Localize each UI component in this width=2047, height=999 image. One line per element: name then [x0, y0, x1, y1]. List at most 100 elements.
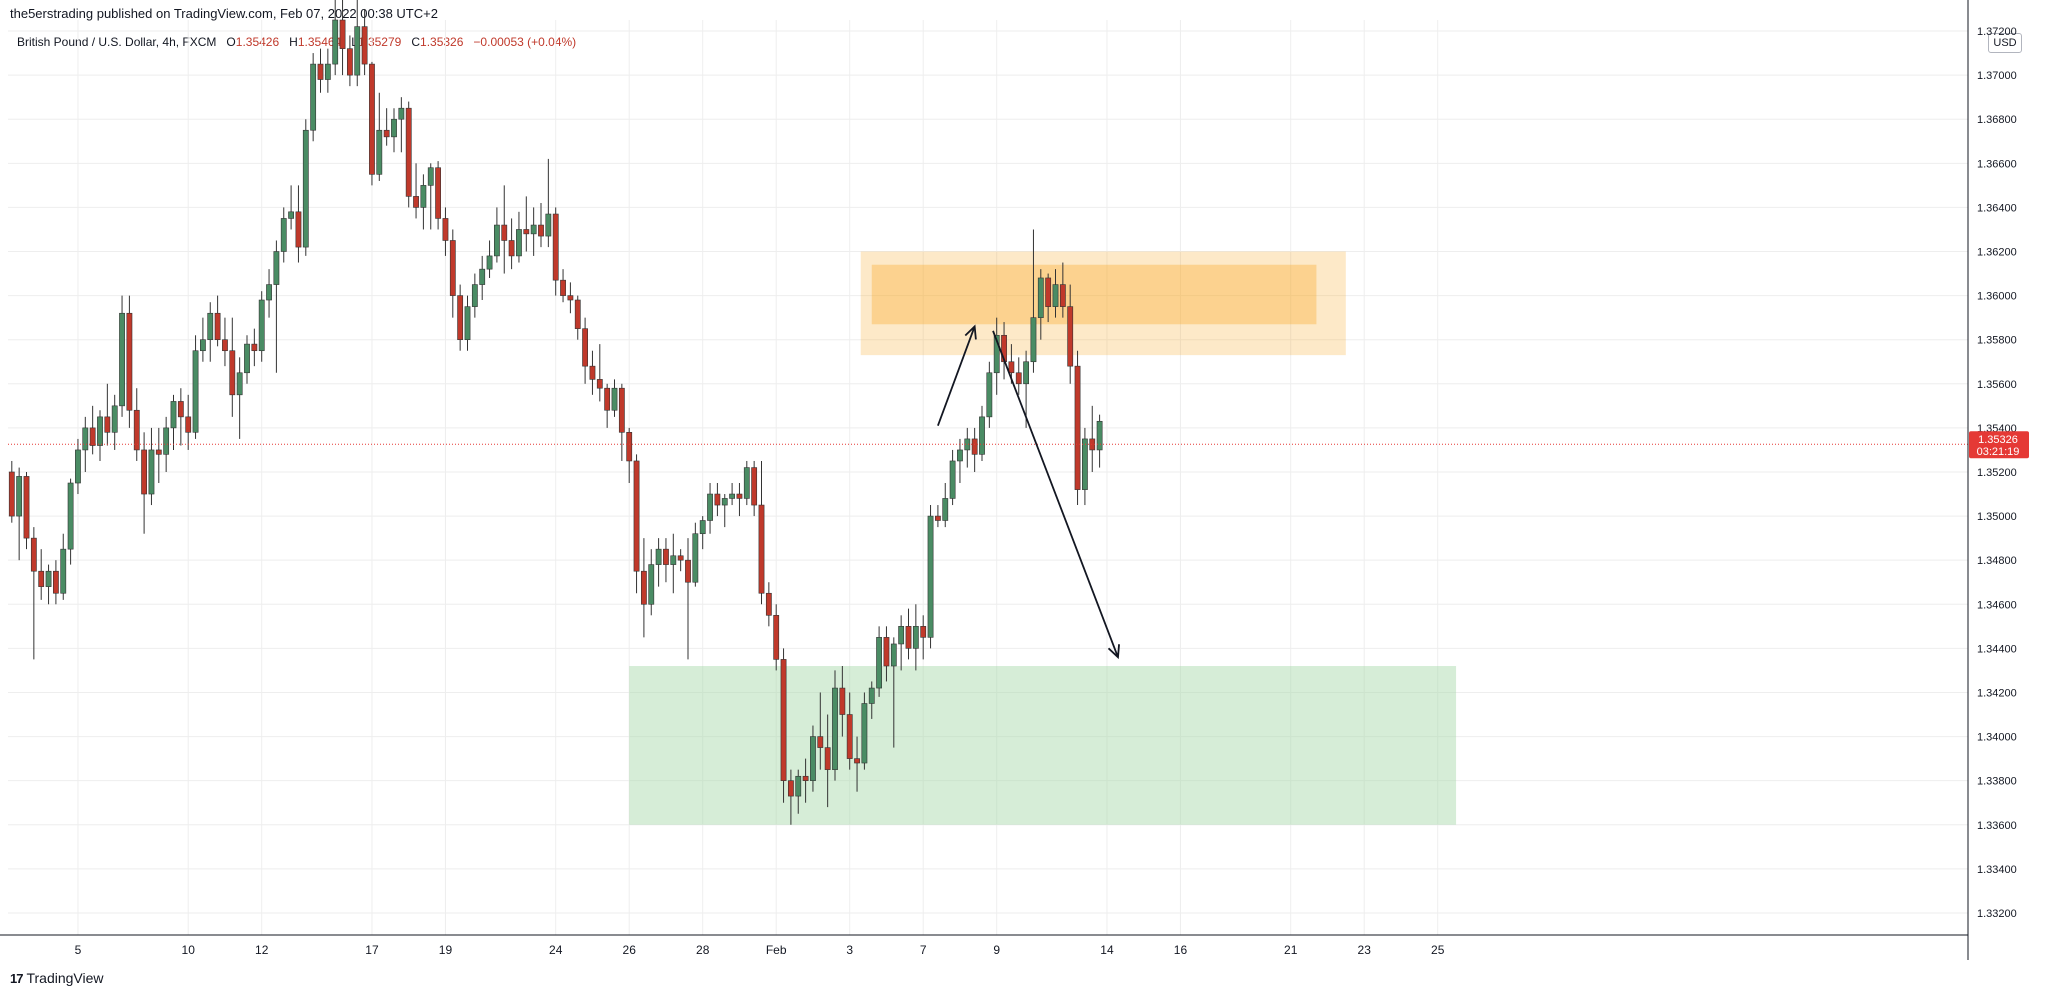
- candle-body-down: [133, 409, 140, 451]
- candle-body-down: [640, 570, 647, 605]
- x-tick-label: 23: [1358, 943, 1372, 957]
- candle-body-up: [75, 449, 81, 484]
- candle-body-up: [391, 118, 397, 138]
- candle-body-down: [177, 401, 184, 418]
- arrow-up-projection-head: [964, 324, 977, 340]
- candle-body-up: [942, 498, 949, 521]
- y-tick-label: 1.35600: [1977, 379, 2017, 391]
- candle-body-down: [1074, 365, 1081, 490]
- high-value: 1.35464: [297, 35, 342, 49]
- candle-body-down: [854, 758, 860, 764]
- candle-body-down: [1045, 277, 1052, 307]
- open-label: O: [226, 35, 236, 49]
- candle-body-up: [493, 224, 500, 257]
- candle-body-down: [155, 449, 162, 455]
- x-tick-label: Feb: [766, 943, 787, 957]
- publisher-line: the5erstrading published on TradingView.…: [10, 6, 438, 21]
- y-tick-label: 1.33200: [1977, 908, 2017, 920]
- y-tick-label: 1.37000: [1977, 70, 2017, 82]
- candle-body-up: [398, 107, 405, 120]
- candle-body-down: [934, 515, 941, 521]
- last-price-tag: [1969, 431, 2029, 459]
- y-tick-label: 1.33800: [1977, 776, 2017, 788]
- candle-body-up: [420, 185, 427, 208]
- candle-body-up: [324, 63, 331, 80]
- candle-body-down: [773, 615, 780, 660]
- x-tick-label: 24: [549, 943, 563, 957]
- candle-body-up: [876, 637, 882, 689]
- candle-body-down: [126, 312, 133, 411]
- tradingview-brand: TradingView: [26, 970, 104, 986]
- y-tick-label: 1.36200: [1977, 247, 2017, 259]
- candle-body-up: [648, 564, 655, 605]
- candle-body-down: [758, 504, 765, 594]
- candle-body-down: [361, 26, 368, 65]
- candle-body-up: [119, 312, 125, 407]
- x-tick-label: 19: [439, 943, 453, 957]
- y-tick-label: 1.36000: [1977, 291, 2017, 303]
- y-tick-label: 1.34000: [1977, 732, 2017, 744]
- candle-body-down: [817, 736, 824, 748]
- candle-body-up: [699, 520, 706, 535]
- candle-body-up: [97, 416, 103, 446]
- candle-body-up: [670, 555, 677, 565]
- candle-body-up: [207, 312, 214, 340]
- candle-body-down: [442, 218, 449, 241]
- candle-body-down: [751, 467, 758, 506]
- candle-body-down: [802, 775, 809, 781]
- tradingview-logo[interactable]: 17 TradingView: [10, 970, 104, 986]
- candle-body-down: [574, 299, 581, 329]
- candle-body-up: [244, 343, 250, 374]
- candle-body-up: [986, 372, 993, 418]
- candle-body-down: [736, 493, 743, 499]
- candle-body-down: [89, 427, 96, 446]
- candle-body-up: [655, 548, 662, 565]
- x-tick-label: 26: [623, 943, 637, 957]
- candle-body-up: [273, 251, 280, 285]
- x-tick-label: 25: [1431, 943, 1445, 957]
- candle-body-down: [1059, 284, 1066, 307]
- candle-body-down: [787, 780, 794, 797]
- y-tick-label: 1.34200: [1977, 687, 2017, 699]
- candle-body-down: [346, 48, 353, 76]
- candle-body-down: [677, 555, 684, 561]
- candle-body-down: [449, 240, 456, 296]
- candle-body-up: [1023, 361, 1029, 385]
- demand-zone: [629, 666, 1457, 825]
- candle-body-down: [435, 167, 441, 219]
- y-tick-label: 1.35000: [1977, 511, 2017, 523]
- close-label: C: [411, 35, 421, 49]
- candle-body-down: [317, 63, 324, 80]
- currency-button[interactable]: USD: [1988, 33, 2022, 53]
- candle-body-down: [52, 570, 59, 594]
- candle-body-down: [971, 438, 978, 455]
- symbol-name: British Pound / U.S. Dollar, 4h, FXCM: [17, 35, 217, 49]
- change-value: −0.00053 (+0.04%): [473, 35, 577, 49]
- arrow-up-projection: [937, 326, 976, 426]
- candle-body-up: [810, 736, 816, 781]
- candle-body-up: [898, 626, 905, 645]
- candle-body-up: [927, 515, 934, 638]
- candle-body-down: [1015, 372, 1022, 385]
- candle-body-down: [1008, 361, 1015, 374]
- candle-body-up: [868, 687, 875, 704]
- candle-body-down: [38, 570, 45, 587]
- close-value: 1.35326: [420, 35, 464, 49]
- candle-body-down: [508, 240, 515, 257]
- x-tick-label: 17: [365, 943, 379, 957]
- candle-body-down: [626, 432, 633, 462]
- candle-body-up: [1096, 420, 1103, 451]
- candle-body-down: [214, 312, 221, 340]
- candle-body-down: [229, 350, 236, 396]
- candle-body-up: [1030, 317, 1037, 363]
- candle-body-down: [222, 339, 228, 352]
- candle-body-up: [611, 387, 618, 411]
- candle-body-up: [170, 401, 177, 429]
- candle-body-down: [765, 592, 772, 616]
- candle-body-up: [993, 334, 1000, 374]
- candle-body-down: [295, 211, 302, 248]
- candle-body-up: [516, 229, 522, 257]
- candle-body-up: [376, 129, 383, 175]
- candle-body-down: [663, 548, 669, 565]
